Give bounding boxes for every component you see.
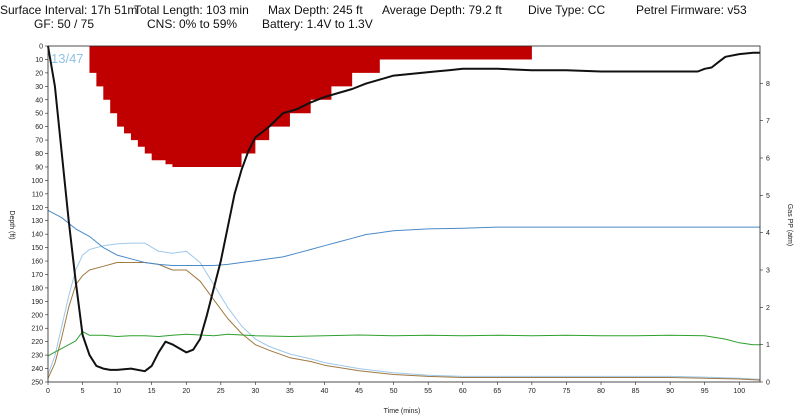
y-left-tick-label: 230 — [31, 353, 43, 360]
x-tick-label: 5 — [81, 388, 85, 395]
axes: 0 5 10 15 20 25 30 35 40 45 50 55 60 65 70 75 80 85 90 95 10… — [31, 44, 770, 396]
series-line-ppo2_blue — [47, 209, 760, 266]
y-left-tick-label: 250 — [31, 380, 43, 387]
x-axis-label: Time (mins) — [384, 408, 421, 415]
y-right-tick-label: 7 — [766, 118, 770, 125]
y-left-tick-label: 150 — [31, 245, 43, 252]
y-left-tick-label: 10 — [35, 57, 43, 64]
x-tick-label: 10 — [113, 388, 121, 395]
gf-overlay-label: 13/47 — [51, 51, 84, 66]
x-tick-label: 30 — [251, 388, 259, 395]
y-right-tick-label: 1 — [766, 342, 770, 349]
total-length: Total Length: 103 min — [134, 3, 249, 17]
dive-type: Dive Type: CC — [528, 3, 606, 17]
gradient-factors: GF: 50 / 75 — [34, 17, 95, 31]
x-tick-label: 75 — [563, 388, 571, 395]
y-left-tick-label: 90 — [35, 164, 43, 171]
y-right-tick-label: 0 — [766, 380, 770, 387]
y-right-tick-label: 5 — [766, 193, 770, 200]
y-left-tick-label: 40 — [35, 97, 43, 104]
surface-interval: Surface Interval: 17h 51m — [0, 3, 138, 17]
battery: Battery: 1.4V to 1.3V — [262, 17, 373, 31]
series-lines — [47, 45, 761, 381]
max-depth: Max Depth: 245 ft — [268, 3, 363, 17]
ceiling-area — [82, 46, 709, 167]
x-tick-label: 15 — [148, 388, 156, 395]
y-left-tick-label: 80 — [35, 151, 43, 158]
y-right-tick-label: 3 — [766, 268, 770, 275]
x-tick-label: 85 — [632, 388, 640, 395]
y-left-tick-label: 160 — [31, 259, 43, 266]
y-right-tick-label: 2 — [766, 305, 770, 312]
series-line-lightblue — [47, 242, 761, 380]
average-depth: Average Depth: 79.2 ft — [382, 3, 502, 17]
series-line-green — [47, 331, 760, 357]
y-right-tick-label: 8 — [766, 81, 770, 88]
y-left-tick-label: 30 — [35, 84, 43, 91]
y-left-tick-label: 140 — [31, 232, 43, 239]
y-right-tick-label: 6 — [766, 156, 770, 163]
firmware: Petrel Firmware: v53 — [636, 3, 747, 17]
y-left-tick-label: 100 — [31, 178, 43, 185]
y-left-tick-label: 60 — [35, 124, 43, 131]
y-left-tick-label: 240 — [31, 366, 43, 373]
y-left-tick-label: 200 — [31, 312, 43, 319]
deco-ceiling — [82, 46, 709, 167]
x-tick-label: 90 — [666, 388, 674, 395]
y-left-tick-label: 170 — [31, 272, 43, 279]
x-tick-label: 25 — [217, 388, 225, 395]
y-left-tick-label: 110 — [32, 191, 43, 198]
x-tick-label: 0 — [46, 388, 50, 395]
y-left-tick-label: 210 — [31, 326, 43, 333]
x-tick-label: 80 — [597, 388, 605, 395]
y-right-tick-label: 4 — [766, 230, 770, 237]
x-tick-label: 70 — [528, 388, 536, 395]
y-left-tick-label: 50 — [35, 111, 43, 118]
x-tick-label: 60 — [459, 388, 467, 395]
x-tick-label: 50 — [390, 388, 398, 395]
x-tick-label: 100 — [733, 388, 745, 395]
x-tick-label: 65 — [493, 388, 501, 395]
y-left-tick-label: 130 — [31, 218, 43, 225]
series-line-brown — [47, 262, 761, 381]
x-tick-label: 40 — [321, 388, 329, 395]
x-tick-label: 45 — [355, 388, 363, 395]
y-axis-left-label: Depth (ft) — [8, 210, 15, 239]
x-tick-label: 20 — [182, 388, 190, 395]
y-left-tick-label: 220 — [31, 339, 43, 346]
y-left-tick-label: 120 — [31, 205, 43, 212]
dive-summary-header: Surface Interval: 17h 51m GF: 50 / 75 To… — [0, 0, 800, 36]
x-tick-label: 55 — [424, 388, 432, 395]
series-line-depth — [47, 45, 760, 373]
y-left-tick-label: 0 — [39, 44, 43, 51]
x-tick-label: 35 — [286, 388, 294, 395]
y-axis-right-label: Gas PP (atm) — [786, 204, 793, 246]
plot-frame — [47, 45, 761, 383]
y-left-tick-label: 180 — [31, 285, 43, 292]
y-left-tick-label: 70 — [35, 138, 43, 145]
x-tick-label: 95 — [701, 388, 709, 395]
y-left-tick-label: 20 — [35, 70, 43, 77]
y-left-tick-label: 190 — [31, 299, 43, 306]
cns: CNS: 0% to 59% — [147, 17, 238, 31]
